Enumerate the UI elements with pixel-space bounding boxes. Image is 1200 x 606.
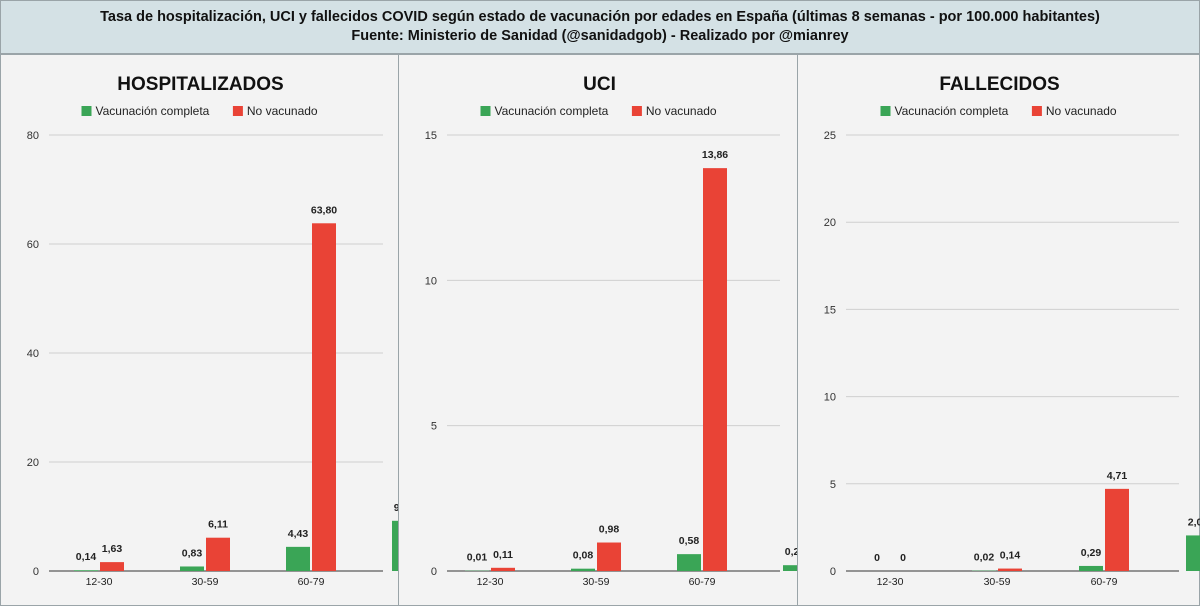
data-label: 4,71 bbox=[1107, 470, 1128, 482]
data-label: 0,20 bbox=[785, 546, 800, 558]
bar-vaccinated-60-79 bbox=[1079, 565, 1103, 571]
bar-vaccinated-60-79 bbox=[286, 546, 310, 571]
y-tick-label: 10 bbox=[824, 392, 836, 404]
chart-header: Tasa de hospitalización, UCI y fallecido… bbox=[0, 0, 1200, 54]
bar-unvaccinated-30-59 bbox=[998, 568, 1022, 571]
data-label: 63,80 bbox=[311, 204, 337, 216]
data-label: 0,58 bbox=[679, 535, 700, 547]
data-label: 0,29 bbox=[1081, 547, 1102, 559]
legend-label-vaccinated: Vacunación completa bbox=[96, 104, 210, 118]
bar-unvaccinated-12-30 bbox=[491, 567, 515, 571]
x-tick-label: 60-79 bbox=[689, 576, 716, 588]
legend-swatch-vaccinated bbox=[81, 106, 92, 116]
panel-uci: UCI Vacunación completa No vacunado 0 5 10 15 0… bbox=[398, 54, 800, 606]
data-label: 0,98 bbox=[599, 524, 620, 536]
x-tick-label: 60-79 bbox=[1091, 576, 1118, 588]
y-tick-label: 25 bbox=[824, 130, 836, 142]
bar-vaccinated-80+ bbox=[783, 565, 800, 571]
y-tick-label: 5 bbox=[431, 421, 437, 433]
bar-vaccinated-30-59 bbox=[571, 568, 595, 571]
header-title: Tasa de hospitalización, UCI y fallecido… bbox=[100, 9, 1100, 25]
legend-label-vaccinated: Vacunación completa bbox=[895, 104, 1009, 118]
legend-swatch-vaccinated bbox=[880, 106, 891, 116]
legend-swatch-unvaccinated bbox=[631, 106, 642, 116]
bar-vaccinated-30-59 bbox=[180, 566, 204, 571]
legend-swatch-unvaccinated bbox=[1031, 106, 1042, 116]
bar-unvaccinated-30-59 bbox=[206, 537, 230, 571]
legend-swatch-vaccinated bbox=[480, 106, 491, 116]
data-label: 6,11 bbox=[208, 519, 228, 531]
y-tick-label: 15 bbox=[824, 304, 836, 316]
data-label: 9,21 bbox=[394, 502, 400, 514]
x-tick-label: 30-59 bbox=[192, 576, 219, 588]
x-tick-label: 12-30 bbox=[477, 576, 504, 588]
chart-fallecidos: FALLECIDOS Vacunación completa No vacunado… bbox=[824, 74, 1200, 588]
data-label: 1,63 bbox=[102, 543, 123, 555]
data-label: 0,14 bbox=[1000, 550, 1021, 562]
data-label: 0,08 bbox=[573, 550, 594, 562]
legend-swatch-unvaccinated bbox=[232, 106, 243, 116]
legend-label-unvaccinated: No vacunado bbox=[247, 104, 318, 118]
legend-label-vaccinated: Vacunación completa bbox=[495, 104, 609, 118]
data-label: 0,14 bbox=[76, 551, 97, 563]
y-tick-label: 40 bbox=[27, 348, 39, 360]
bar-unvaccinated-60-79 bbox=[703, 168, 727, 572]
y-tick-label: 0 bbox=[431, 566, 437, 578]
x-tick-label: 30-59 bbox=[583, 576, 610, 588]
chart-title: HOSPITALIZADOS bbox=[117, 74, 283, 95]
x-tick-label: 30-59 bbox=[984, 576, 1011, 588]
bar-unvaccinated-30-59 bbox=[597, 542, 621, 571]
y-tick-label: 10 bbox=[425, 275, 437, 287]
bar-vaccinated-80+ bbox=[392, 520, 400, 571]
y-tick-label: 15 bbox=[425, 130, 437, 142]
bar-vaccinated-80+ bbox=[1186, 535, 1200, 571]
x-tick-label: 12-30 bbox=[877, 576, 904, 588]
chart-title: UCI bbox=[583, 74, 616, 95]
y-tick-label: 80 bbox=[27, 130, 39, 142]
legend-label-unvaccinated: No vacunado bbox=[646, 104, 717, 118]
chart-hospitalizados: HOSPITALIZADOS Vacunación completa No vacu… bbox=[27, 74, 400, 588]
panel-hospitalizados: HOSPITALIZADOS Vacunación completa No vacu… bbox=[0, 54, 400, 606]
data-label: 4,43 bbox=[288, 528, 309, 540]
data-label: 0,02 bbox=[974, 552, 995, 564]
data-label: 0,11 bbox=[493, 549, 513, 561]
bar-vaccinated-12-30 bbox=[74, 570, 98, 571]
data-label: 0 bbox=[900, 552, 906, 564]
y-tick-label: 20 bbox=[27, 457, 39, 469]
chart-title: FALLECIDOS bbox=[939, 74, 1059, 95]
legend-label-unvaccinated: No vacunado bbox=[1046, 104, 1117, 118]
chart-uci: UCI Vacunación completa No vacunado 0 5 10 15 0… bbox=[425, 74, 800, 588]
data-label: 0,83 bbox=[182, 547, 203, 559]
data-label: 2,04 bbox=[1188, 516, 1200, 528]
header-source: Fuente: Ministerio de Sanidad (@sanidadg… bbox=[351, 28, 849, 44]
y-tick-label: 0 bbox=[830, 566, 836, 578]
y-tick-label: 5 bbox=[830, 479, 836, 491]
bar-unvaccinated-60-79 bbox=[312, 223, 336, 572]
data-label: 0,01 bbox=[467, 552, 488, 564]
y-tick-label: 0 bbox=[33, 566, 39, 578]
bar-unvaccinated-60-79 bbox=[1105, 488, 1129, 571]
x-tick-label: 12-30 bbox=[86, 576, 113, 588]
x-tick-label: 60-79 bbox=[298, 576, 325, 588]
panel-fallecidos: FALLECIDOS Vacunación completa No vacunado… bbox=[797, 54, 1200, 606]
bar-unvaccinated-12-30 bbox=[100, 562, 124, 571]
y-tick-label: 60 bbox=[27, 239, 39, 251]
data-label: 13,86 bbox=[702, 149, 728, 161]
data-label: 0 bbox=[874, 552, 880, 564]
bar-vaccinated-60-79 bbox=[677, 554, 701, 571]
y-tick-label: 20 bbox=[824, 217, 836, 229]
